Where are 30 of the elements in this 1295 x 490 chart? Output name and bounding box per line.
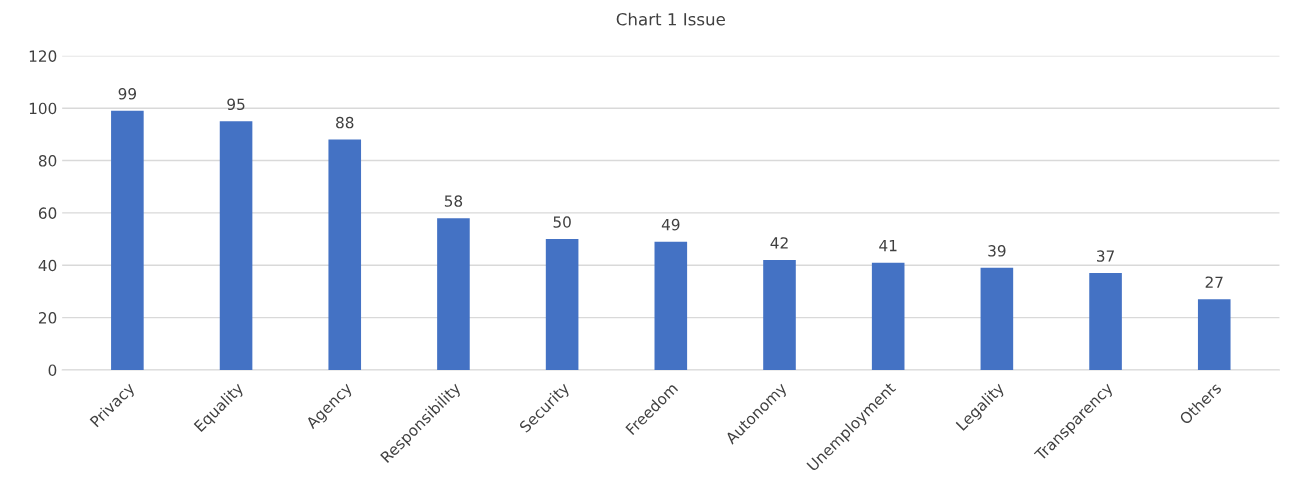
y-tick-label: 80 xyxy=(38,155,57,167)
data-label: 42 xyxy=(770,237,788,249)
chart-title: Chart 1 Issue xyxy=(616,12,725,26)
bar xyxy=(1197,299,1231,370)
bar xyxy=(219,121,253,370)
bar xyxy=(111,110,144,370)
data-label: 95 xyxy=(227,98,245,110)
bar xyxy=(437,218,470,370)
y-tick-label: 120 xyxy=(29,50,57,62)
data-label: 99 xyxy=(118,87,137,100)
data-label: 58 xyxy=(444,195,463,207)
data-label: 41 xyxy=(879,239,897,252)
y-tick-label: 20 xyxy=(38,312,57,324)
data-label: 88 xyxy=(336,116,354,129)
bar xyxy=(763,260,796,370)
bar xyxy=(1089,273,1122,370)
data-label: 50 xyxy=(553,216,571,228)
y-tick-label: 100 xyxy=(29,102,57,115)
data-label: 37 xyxy=(1097,250,1114,262)
data-label: 39 xyxy=(988,245,1006,257)
bar xyxy=(328,139,362,370)
bar xyxy=(980,267,1014,370)
y-tick-label: 60 xyxy=(38,207,57,219)
y-tick-label: 40 xyxy=(38,259,57,272)
bar xyxy=(545,239,579,370)
y-tick-label: 0 xyxy=(48,364,57,376)
data-label: 27 xyxy=(1205,276,1223,288)
data-label: 49 xyxy=(661,218,680,231)
bar xyxy=(654,241,688,370)
bar xyxy=(871,262,905,370)
